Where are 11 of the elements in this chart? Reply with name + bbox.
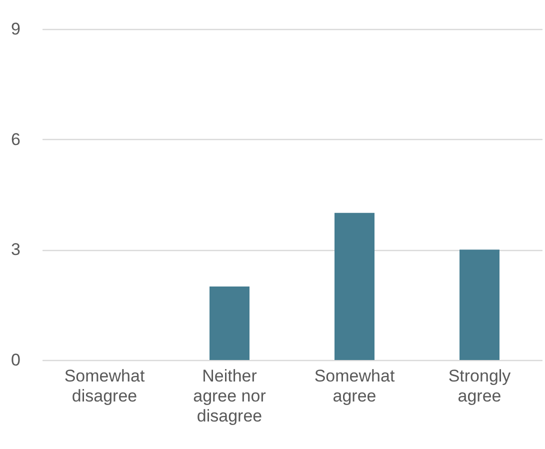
x-tick-label: Somewhat disagree	[64, 366, 145, 406]
y-tick-label: 9	[11, 20, 20, 38]
y-tick-label: 6	[11, 130, 20, 149]
bar	[460, 250, 500, 360]
y-tick-label: 3	[11, 240, 20, 260]
bar	[334, 212, 374, 360]
bar	[210, 286, 250, 360]
x-tick-label: Neither agree nor disagree	[193, 366, 266, 426]
x-tick-label: Strongly agree	[448, 366, 512, 406]
y-tick-label: 0	[11, 350, 20, 370]
x-tick-label: Somewhat agree	[314, 366, 395, 406]
